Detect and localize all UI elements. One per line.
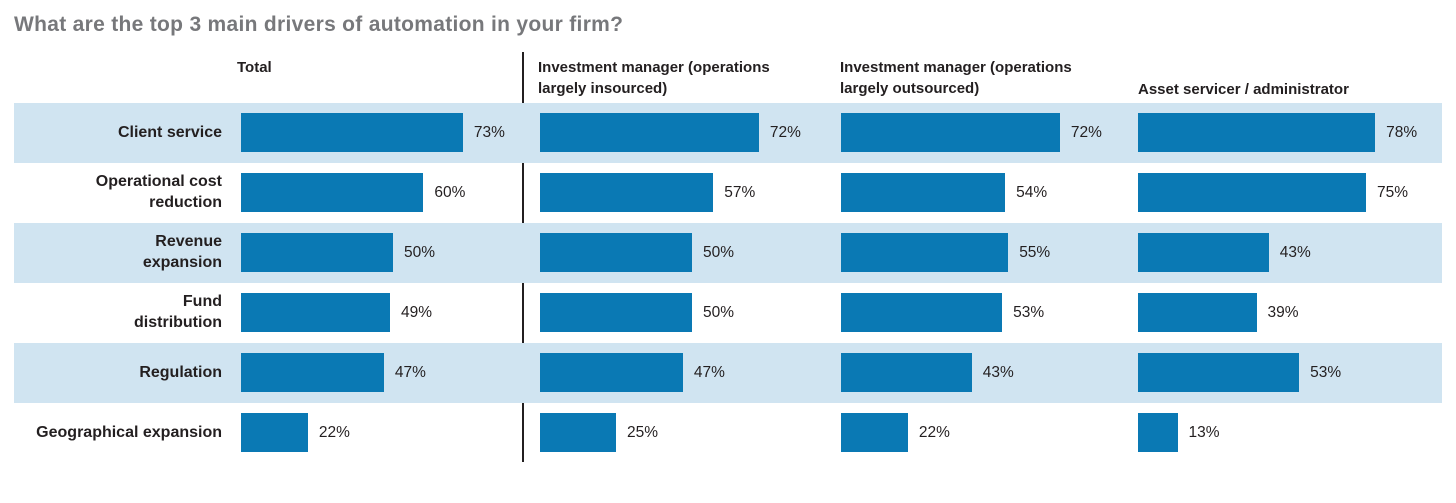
bar [241,293,390,332]
bar-value-label: 75% [1377,184,1409,201]
category-label: Revenue expansion [142,233,222,271]
series-header: Investment manager (operations largely o… [840,59,1072,97]
bar [540,173,714,212]
bar-value-label: 49% [400,304,432,321]
bar-value-label: 53% [1013,304,1045,321]
bar [241,353,384,392]
bar [241,233,393,272]
bar-value-label: 22% [918,424,950,441]
bar [1138,173,1366,212]
series-header: Investment manager (operations largely i… [538,59,770,97]
bar [841,233,1009,272]
bar [841,113,1060,152]
bar-value-label: 72% [769,124,801,141]
category-row: Regulation 47% 47% 43% 53% [0,343,1456,403]
bar-value-label: 43% [982,364,1014,381]
category-row: Operational cost reduction 60% 57% 54% 75% [0,163,1456,223]
bar [1138,353,1300,392]
bar [540,233,692,272]
bar-value-label: 43% [1279,244,1311,261]
bar [1138,293,1257,332]
series-header: Total [237,59,272,76]
category-label: Regulation [139,363,222,381]
bar [241,113,463,152]
bar-value-label: 72% [1070,124,1102,141]
bar [841,353,972,392]
category-label: Geographical expansion [36,423,222,441]
bar-value-label: 73% [473,124,505,141]
bar [241,173,424,212]
category-label: Operational cost reduction [95,173,222,211]
chart-title: What are the top 3 main drivers of autom… [14,13,624,36]
bar-value-label: 50% [404,244,436,261]
bar-value-label: 57% [724,184,756,201]
bar [841,173,1006,212]
bar [540,293,692,332]
bar-value-label: 55% [1019,244,1051,261]
bar [841,413,908,452]
bar-value-label: 39% [1267,304,1299,321]
series-header: Asset servicer / administrator [1138,81,1349,98]
bar [241,413,308,452]
category-label: Client service [117,123,222,141]
bar [540,113,759,152]
category-row: Fund distribution 49% 50% 53% 39% [0,283,1456,343]
bar-value-label: 25% [627,424,659,441]
rows: Client service 73% 72% 72% 78% Operational co… [0,103,1456,463]
bar-value-label: 54% [1016,184,1048,201]
bar-value-label: 22% [318,424,350,441]
category-row: Client service 73% 72% 72% 78% [0,103,1456,163]
bar-value-label: 47% [394,364,426,381]
bar-value-label: 50% [703,304,735,321]
bar-value-label: 60% [434,184,466,201]
bar [841,293,1003,332]
bar [540,413,616,452]
category-row: Revenue expansion 50% 50% 55% 43% [0,223,1456,283]
bar-value-label: 53% [1310,364,1342,381]
bar-value-label: 13% [1188,424,1220,441]
bar-value-label: 78% [1386,124,1418,141]
bar-value-label: 47% [693,364,725,381]
category-label: Fund distribution [134,293,222,331]
bar-value-label: 50% [703,244,735,261]
bar [1138,113,1376,152]
bar [1138,233,1269,272]
bar [540,353,683,392]
bar [1138,413,1178,452]
category-row: Geographical expansion 22% 25% 22% 13% [0,403,1456,463]
